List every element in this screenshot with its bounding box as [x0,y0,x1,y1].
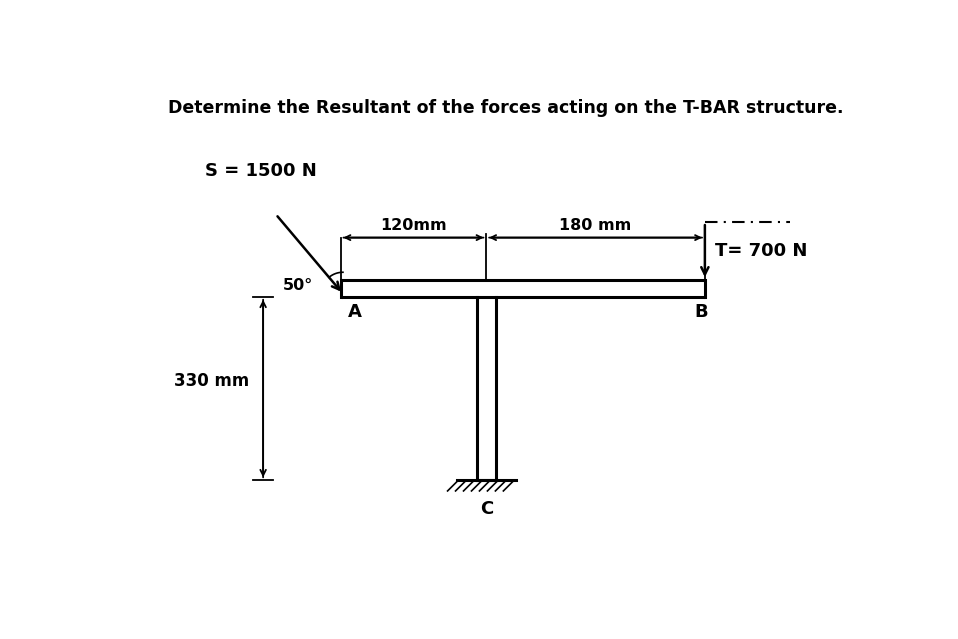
Text: A: A [348,303,361,321]
Text: 180 mm: 180 mm [559,218,631,233]
Text: 330 mm: 330 mm [174,372,249,390]
Text: S = 1500 N: S = 1500 N [205,162,317,180]
Text: T= 700 N: T= 700 N [715,242,808,260]
Text: 120mm: 120mm [380,218,446,233]
Text: Determine the Resultant of the forces acting on the T-BAR structure.: Determine the Resultant of the forces ac… [168,99,843,117]
Text: C: C [480,500,493,518]
Text: 50°: 50° [284,278,313,293]
Text: B: B [695,303,708,321]
